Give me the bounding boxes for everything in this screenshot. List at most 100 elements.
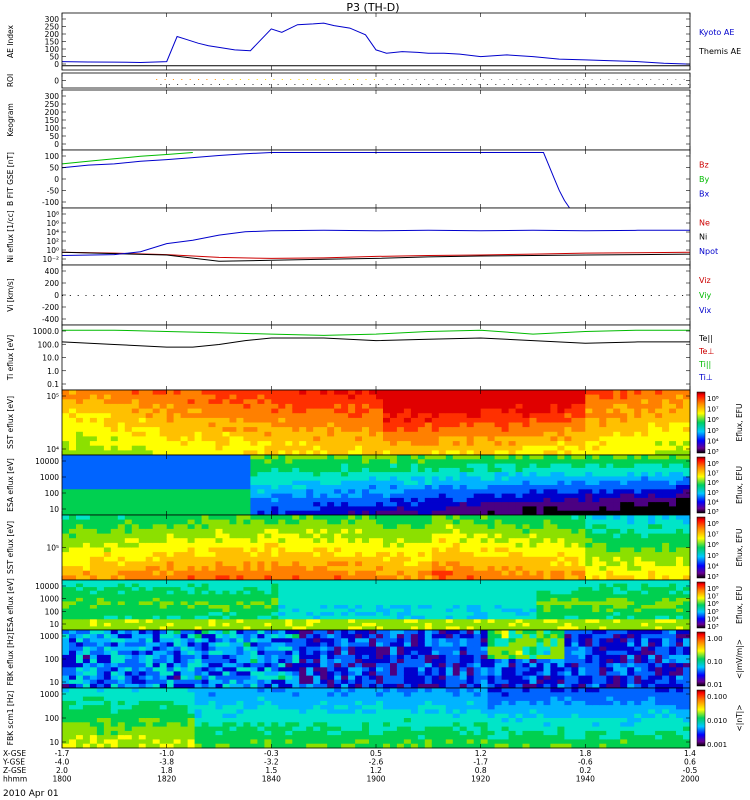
spectrogram-cell <box>201 547 210 553</box>
spectrogram-cell <box>578 403 586 409</box>
series-line-By <box>61 152 193 165</box>
spectrogram-cell <box>592 455 600 460</box>
spectrogram-cell <box>257 561 265 567</box>
spectrogram-cell <box>550 506 558 512</box>
spectrogram-cell <box>82 542 91 548</box>
legend-entry-KyotoAE: Kyoto AE <box>699 28 734 37</box>
spectrogram-cell <box>243 480 251 486</box>
spectrogram-cell <box>529 489 537 495</box>
spectrogram-cell <box>69 515 77 521</box>
spectrogram-cell <box>187 561 196 567</box>
spectrogram-cell <box>634 463 642 469</box>
spectrogram-cell <box>124 506 133 512</box>
spectrogram-cell <box>515 510 524 516</box>
spectrogram-cell <box>145 510 154 516</box>
spectrogram-cell <box>585 566 593 572</box>
spectrogram-cell <box>417 480 426 486</box>
spectrogram-cell <box>613 413 621 419</box>
spectrogram-cell <box>124 502 133 507</box>
spectrogram-cell <box>124 422 133 428</box>
spectrogram-cell <box>543 524 551 530</box>
spectrogram-cell <box>320 590 328 595</box>
spectrogram-cell <box>159 510 168 516</box>
ytick-label: -100 <box>42 198 59 207</box>
spectrogram-cell <box>320 427 328 433</box>
spectrogram-cell <box>82 583 91 588</box>
spectrogram-cell <box>159 493 168 499</box>
spectrogram-cell <box>222 476 230 482</box>
spectrogram-cell <box>376 542 384 548</box>
roi-dot <box>449 79 451 80</box>
spectrogram-cell <box>96 506 105 512</box>
spectrogram-cell <box>355 590 363 595</box>
colorbar-tick-label: 10⁴ <box>707 498 719 506</box>
spectrogram-cell <box>676 538 684 544</box>
spectrogram-cell <box>278 622 286 627</box>
spectrogram-cell <box>320 467 328 473</box>
spectrogram-cell <box>62 515 70 521</box>
spectrogram-cell <box>466 524 475 530</box>
spectrogram-cell <box>208 502 216 507</box>
spectrogram-cell <box>627 399 635 405</box>
spectrogram-cell <box>341 427 349 433</box>
spectrogram-cell <box>655 403 663 409</box>
spectrogram-cell <box>648 556 656 562</box>
spectrogram-cell <box>194 515 203 521</box>
spectrogram-cell <box>131 485 140 490</box>
spectrogram-cell <box>564 476 572 482</box>
spectrogram-cell <box>362 566 370 572</box>
spectrogram-cell <box>341 587 349 592</box>
spectrogram-cell <box>152 445 161 451</box>
spectrogram-cell <box>634 445 642 451</box>
spectrogram-cell <box>278 472 286 477</box>
spectrogram-cell <box>403 403 412 409</box>
spectrogram-cell <box>627 480 635 486</box>
spectrogram-cell <box>69 533 77 539</box>
spectrogram-cell <box>187 436 196 442</box>
spectrogram-cell <box>89 552 98 558</box>
spectrogram-cell <box>655 519 663 525</box>
spectrogram-cell <box>285 431 293 437</box>
colorbar-tick-label: 10³ <box>707 448 719 456</box>
spectrogram-cell <box>676 556 684 562</box>
spectrogram-cell <box>313 626 321 631</box>
spectrogram-cell <box>159 528 168 534</box>
roi-dot <box>520 84 522 85</box>
spectrogram-cell <box>578 524 586 530</box>
spectrogram-cell <box>89 413 98 419</box>
spectrogram-cell <box>341 547 349 553</box>
spectrogram-cell <box>243 580 251 585</box>
spectrogram-cell <box>131 463 140 469</box>
spectrogram-cell <box>369 403 377 409</box>
spectrogram-cell <box>676 476 684 482</box>
spectrogram-cell <box>417 403 426 409</box>
spectrogram-cell <box>362 510 370 516</box>
spectrogram-cell <box>648 476 656 482</box>
roi-dot <box>671 84 673 85</box>
spectrogram-cell <box>424 441 433 447</box>
spectrogram-cell <box>222 422 230 428</box>
spectrogram-cell <box>131 605 140 610</box>
spectrogram-cell <box>159 450 168 456</box>
spectrogram-cell <box>585 575 593 581</box>
ytick-label: 250 <box>45 100 60 109</box>
spectrogram-cell <box>138 408 147 414</box>
spectrogram-cell <box>292 542 300 548</box>
spectrogram-cell <box>403 472 412 477</box>
spectrogram-cell <box>334 538 342 544</box>
spectrogram-cell <box>124 594 133 599</box>
spectrogram-cell <box>229 390 237 396</box>
spectrogram-cell <box>515 497 524 503</box>
spectrogram-cell <box>278 427 286 433</box>
spectrogram-cell <box>110 601 119 606</box>
spectrogram-cell <box>522 552 530 558</box>
spectrogram-cell <box>369 445 377 451</box>
spectrogram-cell <box>117 422 126 428</box>
spectrogram-cell <box>459 436 468 442</box>
spectrogram-cell <box>306 445 314 451</box>
ytick-label: 100 <box>45 489 60 498</box>
spectrogram-cell <box>320 485 328 490</box>
spectrogram-cell <box>285 413 293 419</box>
spectrogram-cell <box>117 467 126 473</box>
spectrogram-cell <box>634 403 642 409</box>
